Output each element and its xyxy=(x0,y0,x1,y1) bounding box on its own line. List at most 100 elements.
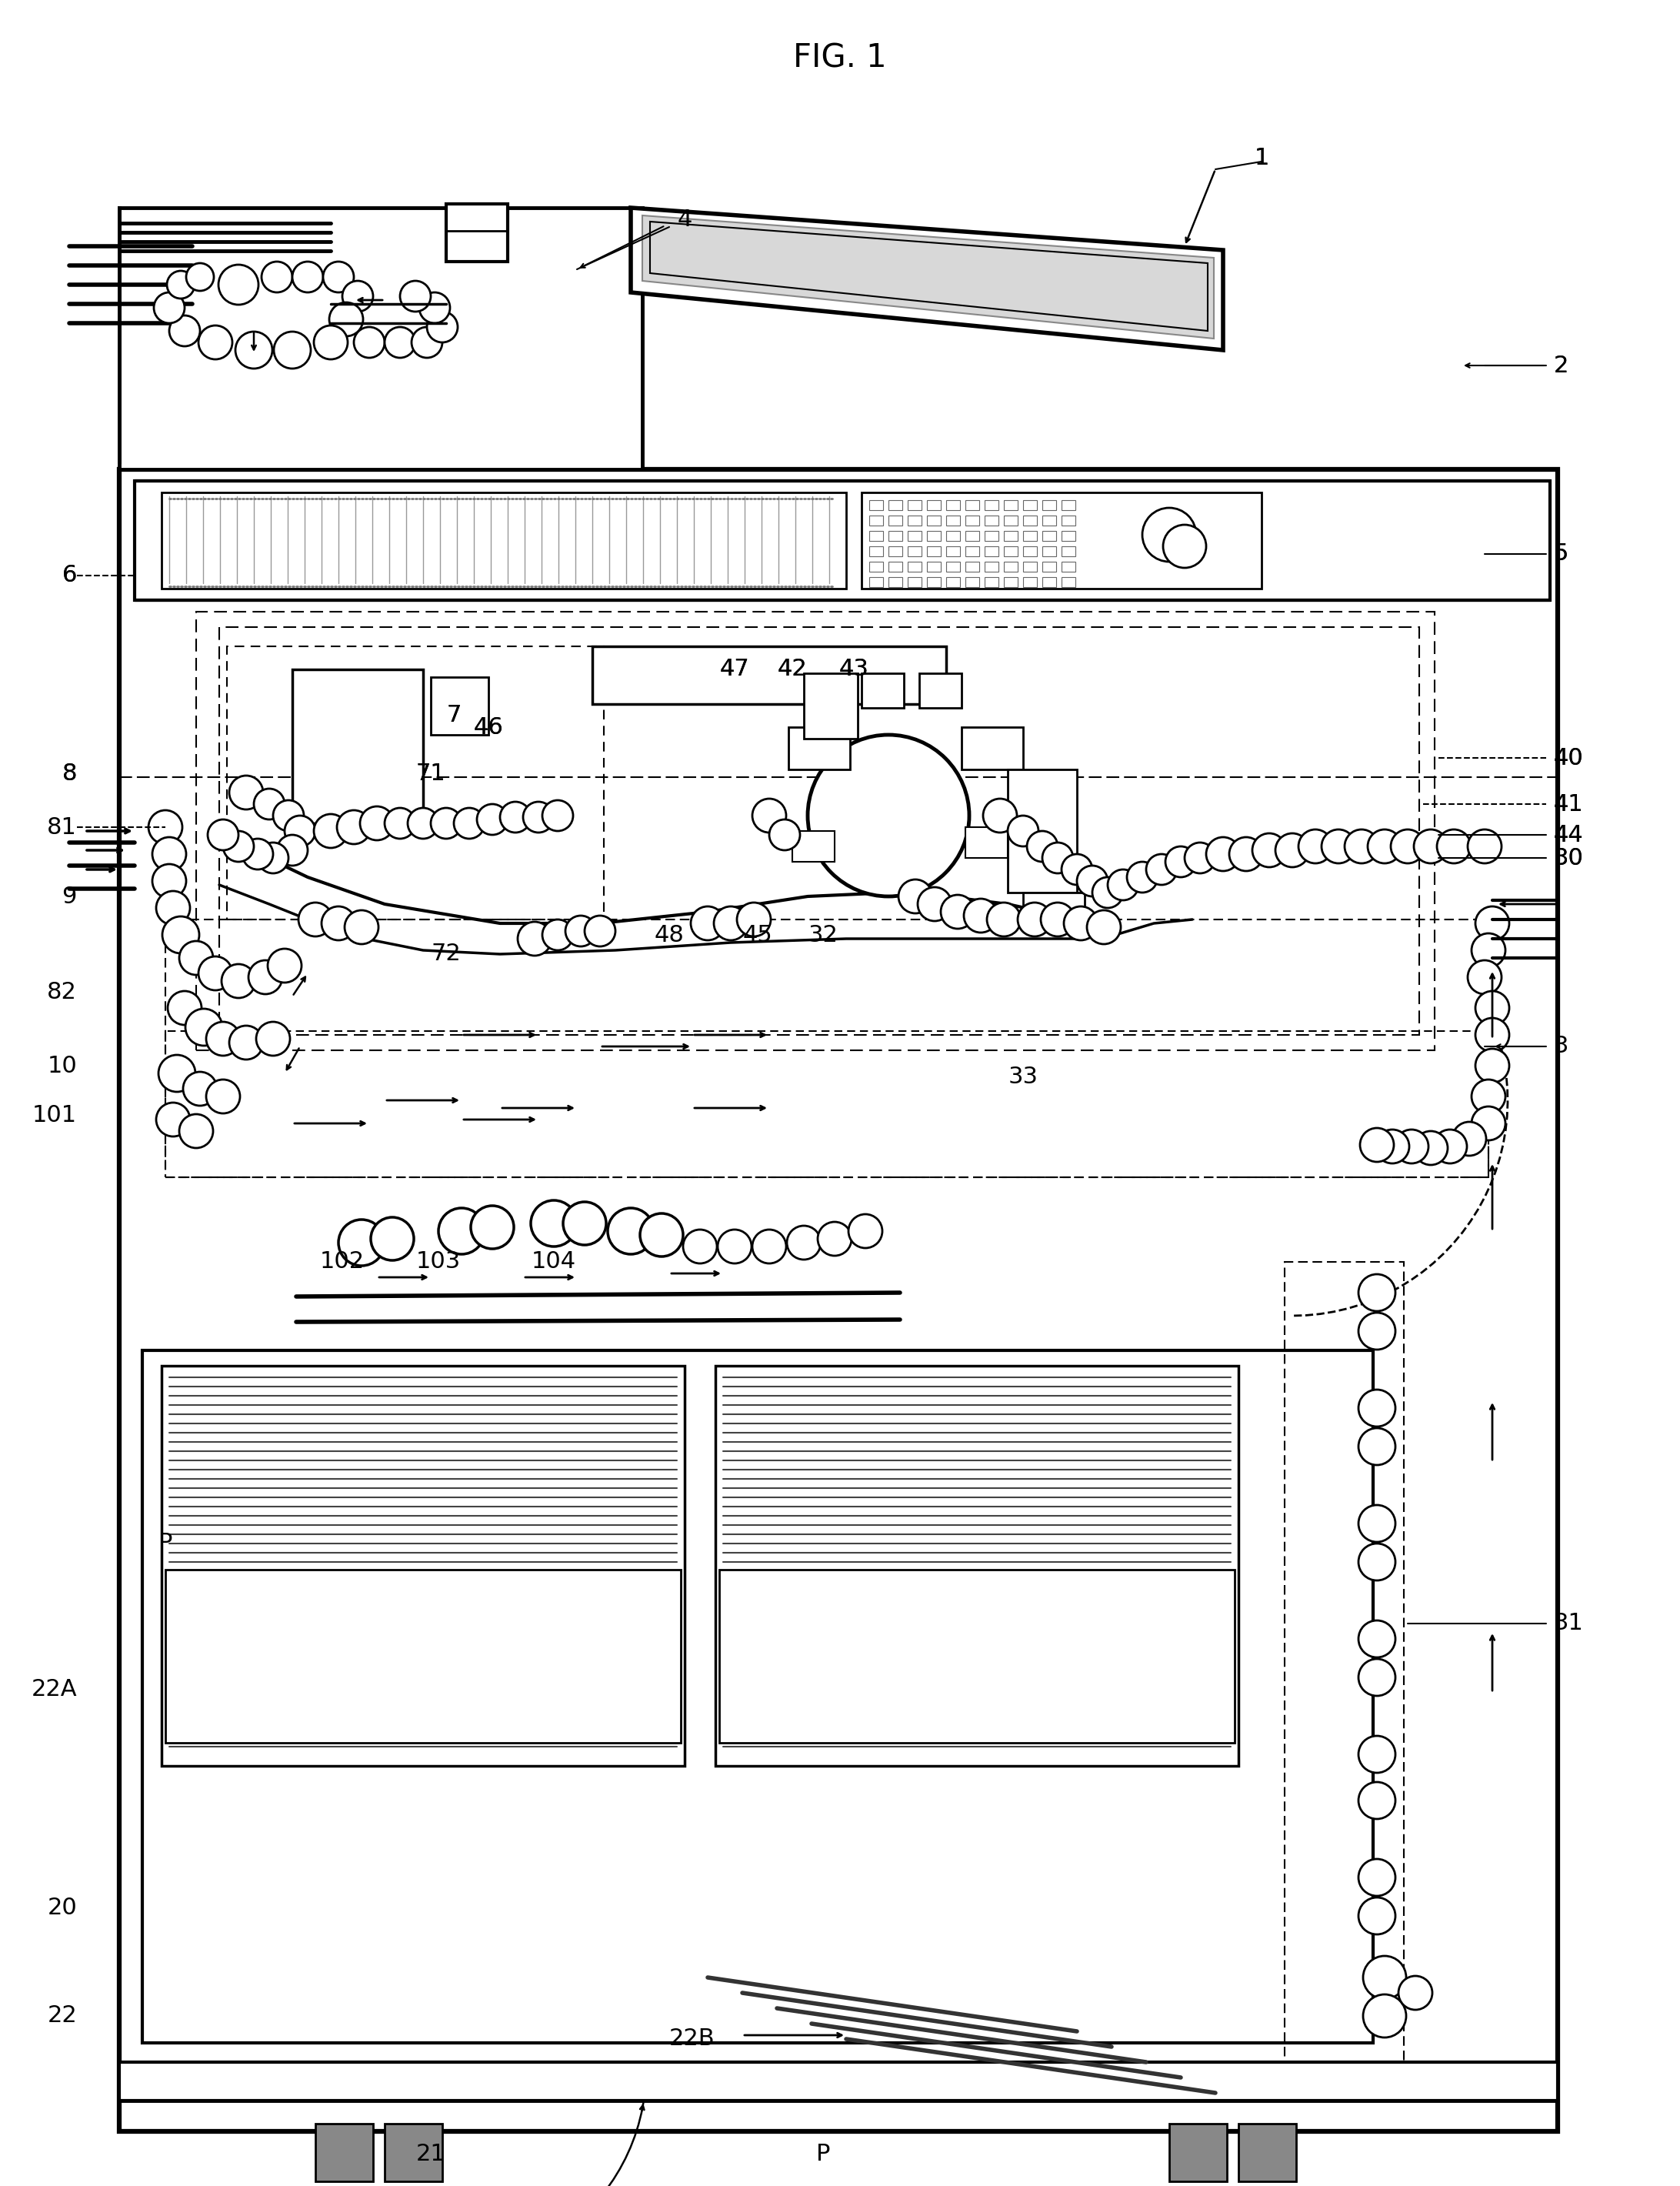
Circle shape xyxy=(738,903,771,936)
Bar xyxy=(1062,562,1075,573)
Bar xyxy=(1005,577,1018,588)
Bar xyxy=(143,1351,1373,2044)
Bar xyxy=(1023,546,1037,555)
Circle shape xyxy=(156,892,190,925)
Text: 20: 20 xyxy=(47,1897,77,1919)
Circle shape xyxy=(1472,1080,1505,1113)
Text: 47: 47 xyxy=(719,658,749,680)
Circle shape xyxy=(274,800,304,831)
Circle shape xyxy=(690,907,724,940)
Bar xyxy=(292,669,423,824)
Circle shape xyxy=(1146,855,1178,885)
Text: 40: 40 xyxy=(1554,748,1584,769)
Bar xyxy=(889,562,902,573)
Circle shape xyxy=(235,332,272,369)
Circle shape xyxy=(543,800,573,831)
Circle shape xyxy=(299,903,333,936)
Text: 2: 2 xyxy=(1554,354,1569,376)
Text: 47: 47 xyxy=(719,658,749,680)
Circle shape xyxy=(185,1008,222,1045)
Circle shape xyxy=(1252,833,1287,868)
Bar xyxy=(716,1366,1238,1766)
Bar xyxy=(946,516,959,525)
Text: 44: 44 xyxy=(1554,824,1584,846)
Polygon shape xyxy=(447,203,507,262)
Text: 3: 3 xyxy=(1554,1036,1569,1058)
Circle shape xyxy=(983,798,1016,833)
Circle shape xyxy=(360,807,393,839)
Text: 72: 72 xyxy=(432,942,460,966)
Bar xyxy=(946,562,959,573)
Text: 6: 6 xyxy=(62,564,77,586)
Bar xyxy=(984,577,998,588)
Bar xyxy=(1023,892,1085,931)
Circle shape xyxy=(385,328,415,359)
Circle shape xyxy=(155,293,185,324)
Text: 10: 10 xyxy=(47,1054,77,1078)
Bar xyxy=(946,531,959,540)
Circle shape xyxy=(180,1115,213,1148)
Circle shape xyxy=(517,922,551,955)
Bar xyxy=(927,546,941,555)
Circle shape xyxy=(420,293,450,324)
Text: 1: 1 xyxy=(1253,146,1268,168)
Bar xyxy=(961,728,1023,769)
Circle shape xyxy=(371,1218,413,1261)
Bar xyxy=(889,516,902,525)
Text: 71: 71 xyxy=(417,763,445,785)
Circle shape xyxy=(1275,833,1309,868)
Circle shape xyxy=(1362,1994,1406,2037)
Circle shape xyxy=(964,898,998,933)
Circle shape xyxy=(338,811,371,844)
Bar xyxy=(1023,531,1037,540)
Circle shape xyxy=(1359,1312,1396,1349)
Text: 21: 21 xyxy=(417,2142,445,2166)
Circle shape xyxy=(163,916,200,953)
Text: 42: 42 xyxy=(778,658,806,680)
Text: 48: 48 xyxy=(654,925,684,947)
Circle shape xyxy=(1042,842,1074,874)
Circle shape xyxy=(1475,1019,1509,1051)
Text: 6: 6 xyxy=(62,564,77,586)
Bar xyxy=(1285,1261,1404,2085)
Text: 7: 7 xyxy=(447,704,462,726)
Circle shape xyxy=(640,1213,684,1257)
Circle shape xyxy=(786,1226,822,1259)
Bar xyxy=(161,1366,685,1766)
Circle shape xyxy=(344,909,378,944)
Bar xyxy=(1062,577,1075,588)
Bar xyxy=(1042,546,1057,555)
Text: 41: 41 xyxy=(1554,794,1584,815)
Circle shape xyxy=(1475,1049,1509,1082)
Circle shape xyxy=(1087,909,1121,944)
Circle shape xyxy=(354,328,385,359)
Circle shape xyxy=(1184,842,1215,874)
Circle shape xyxy=(1359,1858,1396,1895)
Bar xyxy=(1023,501,1037,509)
Bar xyxy=(966,562,979,573)
Circle shape xyxy=(684,1229,717,1264)
Bar xyxy=(1023,577,1037,588)
Bar xyxy=(1238,2123,1297,2182)
Bar xyxy=(869,562,884,573)
Circle shape xyxy=(329,302,363,337)
Circle shape xyxy=(153,863,186,898)
Circle shape xyxy=(1092,877,1122,907)
Circle shape xyxy=(198,957,232,990)
Bar xyxy=(869,546,884,555)
Bar xyxy=(889,577,902,588)
Bar xyxy=(984,501,998,509)
Circle shape xyxy=(207,1021,240,1056)
Circle shape xyxy=(338,1220,385,1266)
Circle shape xyxy=(168,990,202,1025)
Bar xyxy=(197,612,1435,1049)
Bar xyxy=(927,562,941,573)
Circle shape xyxy=(277,835,307,866)
Polygon shape xyxy=(650,221,1208,330)
Circle shape xyxy=(1475,990,1509,1025)
Bar xyxy=(593,647,946,704)
Circle shape xyxy=(566,916,596,947)
Circle shape xyxy=(1415,828,1448,863)
Bar xyxy=(869,577,884,588)
Circle shape xyxy=(1359,1427,1396,1465)
